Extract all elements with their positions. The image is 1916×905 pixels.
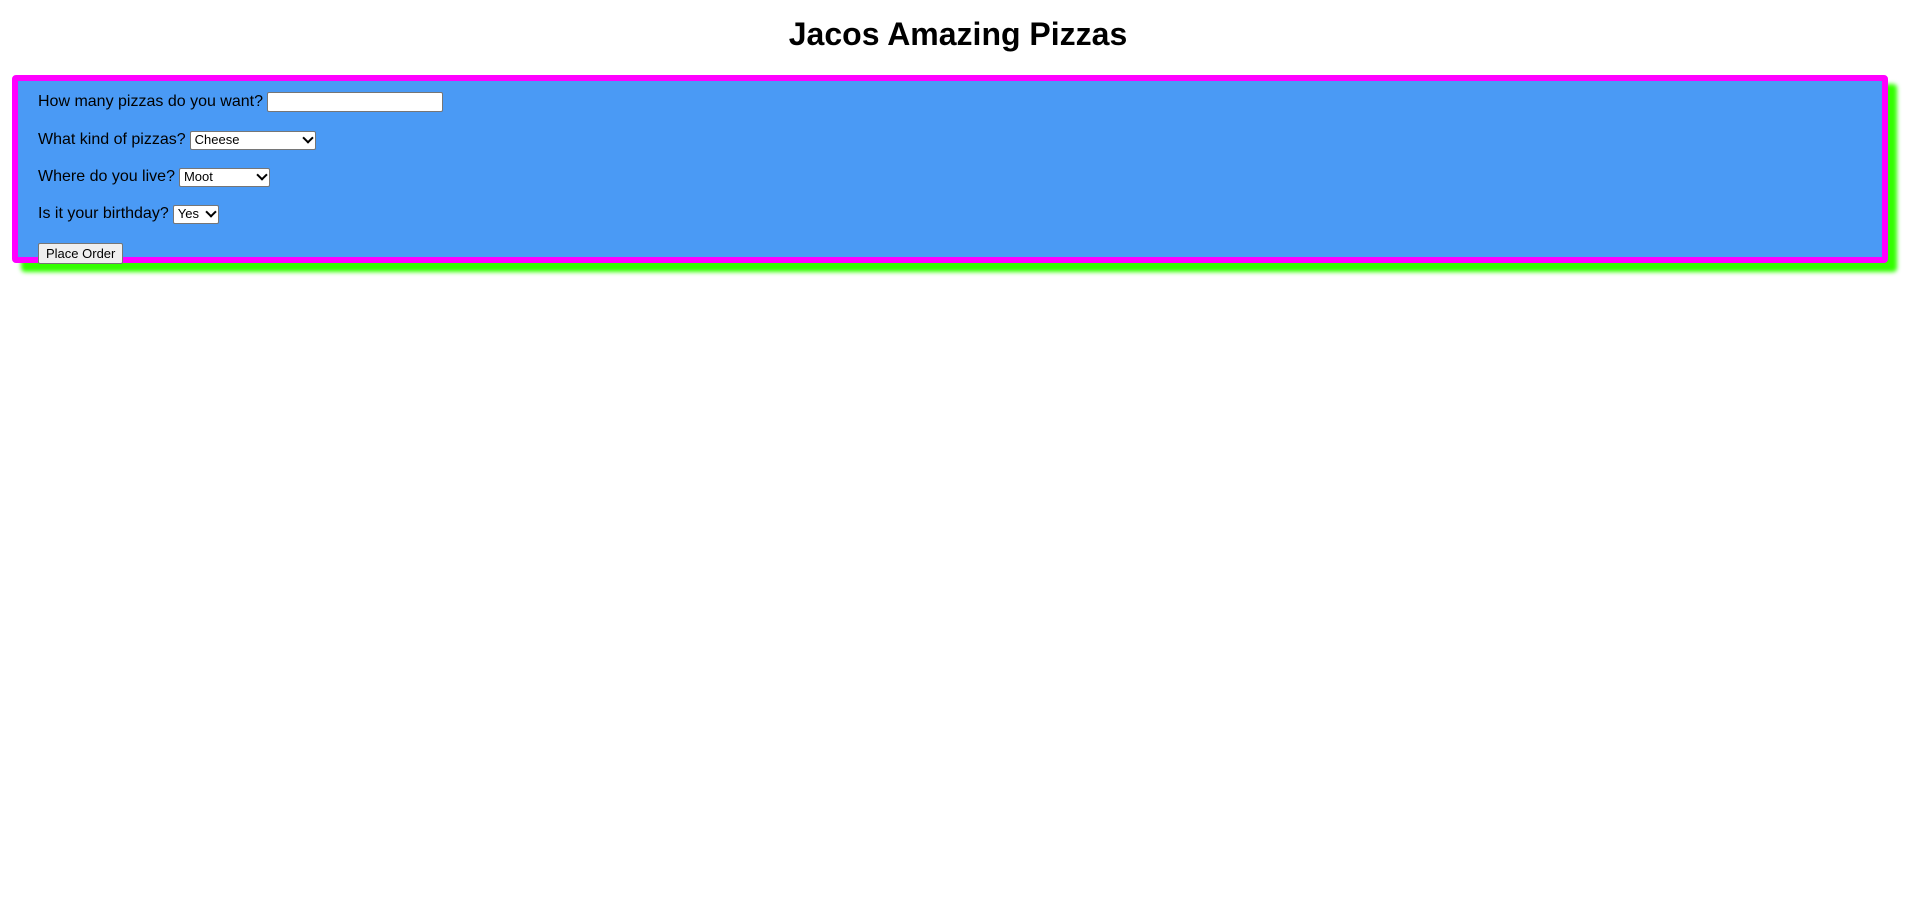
location-label: Where do you live?: [38, 168, 175, 185]
order-form: How many pizzas do you want? What kind o…: [12, 75, 1888, 264]
birthday-label: Is it your birthday?: [38, 205, 169, 222]
pizza-kind-row: What kind of pizzas? Cheese: [38, 130, 316, 150]
birthday-selected-value: Yes: [177, 206, 199, 221]
birthday-row: Is it your birthday? Yes: [38, 204, 219, 224]
page-title: Jacos Amazing Pizzas: [788, 16, 1128, 52]
place-order-button[interactable]: Place Order: [38, 243, 124, 264]
pizza-kind-selected-value: Cheese: [194, 132, 240, 147]
location-select[interactable]: Moot: [178, 167, 270, 187]
pizza-kind-select[interactable]: Cheese: [189, 130, 316, 150]
chevron-down-icon: [205, 206, 217, 218]
submit-row: Place Order: [38, 243, 124, 264]
birthday-select[interactable]: Yes: [172, 204, 219, 224]
quantity-input[interactable]: [267, 92, 443, 112]
quantity-row: How many pizzas do you want?: [38, 92, 443, 112]
quantity-label: How many pizzas do you want?: [38, 93, 263, 110]
chevron-down-icon: [301, 132, 314, 144]
location-row: Where do you live? Moot: [38, 167, 270, 187]
chevron-down-icon: [256, 169, 268, 181]
location-selected-value: Moot: [183, 169, 213, 184]
pizza-kind-label: What kind of pizzas?: [38, 131, 186, 148]
